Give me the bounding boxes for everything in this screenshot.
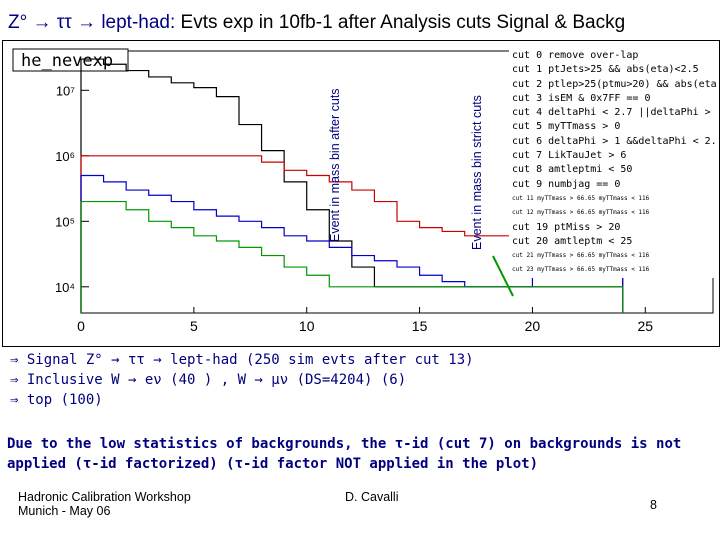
footer-author: D. Cavalli (345, 490, 399, 504)
cut-item: cut 12 myTTmass > 66.65 myTTmass < 116 (512, 209, 650, 217)
annotation-arrow (492, 255, 514, 297)
x-tick-label: 0 (77, 318, 85, 334)
chart-title-box (12, 48, 129, 72)
cut-item: cut 20 amtleptm < 25 (512, 235, 633, 247)
page-number: 8 (650, 498, 657, 512)
bullet-item: ⇒ Inclusive W → eν (40 ) , W → μν (DS=42… (10, 372, 407, 388)
cut-item: cut 5 myTTmass > 0 (512, 121, 621, 133)
cut-item: cut 6 deltaPhi > 1 &&deltaPhi < 2.5 (512, 135, 717, 147)
y-tick-label: 10⁵ (55, 214, 75, 229)
y-tick-label: 10⁷ (56, 83, 75, 98)
cut-item: cut 4 deltaPhi < 2.7 ||deltaPhi > 3.6 (512, 107, 717, 119)
cut-item: cut 0 remove over-lap (512, 50, 639, 61)
x-tick-label: 5 (190, 318, 198, 334)
y-tick-label: 10⁶ (55, 149, 75, 164)
cut-list: cut 0 remove over-lap cut 1 ptJets>25 && … (509, 49, 717, 278)
cut-item: cut 21 myTTmass > 66.65 myTTmass < 116 (512, 252, 650, 260)
x-tick-label: 25 (637, 318, 653, 334)
cut-item: cut 8 amtleptmi < 50 (512, 164, 633, 176)
x-tick-label: 15 (412, 318, 428, 334)
note-text: Due to the low statistics of backgrounds… (7, 436, 682, 472)
bullet-item: ⇒ Signal Z° → ττ → lept-had (250 sim evt… (10, 352, 474, 368)
cut-item: cut 7 LikTauJet > 6 (512, 150, 627, 162)
cut-item: cut 19 ptMiss > 20 (512, 221, 621, 233)
x-tick-label: 20 (525, 318, 541, 334)
chart-title: he_nevexp (21, 51, 113, 71)
cut-item: cut 11 myTTmass > 66.65 myTTmass < 116 (512, 194, 650, 202)
cut-item: cut 9 numbjag == 0 (512, 178, 621, 190)
cut-item: cut 2 ptlep>25(ptmu>20) && abs(eta)<2.5 (512, 78, 717, 90)
cut-item: cut 1 ptJets>25 && abs(eta)<2.5 (512, 64, 699, 76)
cut-item: cut 23 myTTmass > 66.65 myTTmass < 116 (512, 266, 650, 274)
axis-label-after-cuts: Event in mass bin after cuts (328, 88, 342, 242)
footer-workshop: Hadronic Calibration Workshop Munich - M… (18, 490, 191, 518)
y-tick-label: 10⁴ (55, 280, 75, 295)
slide-title: Z° → ττ → lept-had: Evts exp in 10fb-1 a… (8, 12, 625, 34)
x-tick-label: 10 (299, 318, 315, 334)
title-rest: Evts exp in 10fb-1 after Analysis cuts S… (175, 12, 626, 33)
series-line (80, 200, 624, 313)
histogram-chart: he_nevexp 0 5 10 15 20 25 10⁴ 10⁵ 10⁶ 10⁷ (12, 48, 714, 334)
bullet-item: ⇒ top (100) (10, 392, 103, 408)
histogram-panel: he_nevexp 0 5 10 15 20 25 10⁴ 10⁵ 10⁶ 10⁷ cut 0 re… (2, 40, 720, 347)
cut-item: cut 3 isEM & 0x7FF == 0 (512, 92, 651, 104)
axis-label-strict-cuts: Event in mass bin strict cuts (470, 95, 484, 250)
bullet-list: ⇒ Signal Z° → ττ → lept-had (250 sim evt… (10, 350, 474, 410)
title-prefix: Z° → ττ → lept-had: (8, 12, 176, 33)
